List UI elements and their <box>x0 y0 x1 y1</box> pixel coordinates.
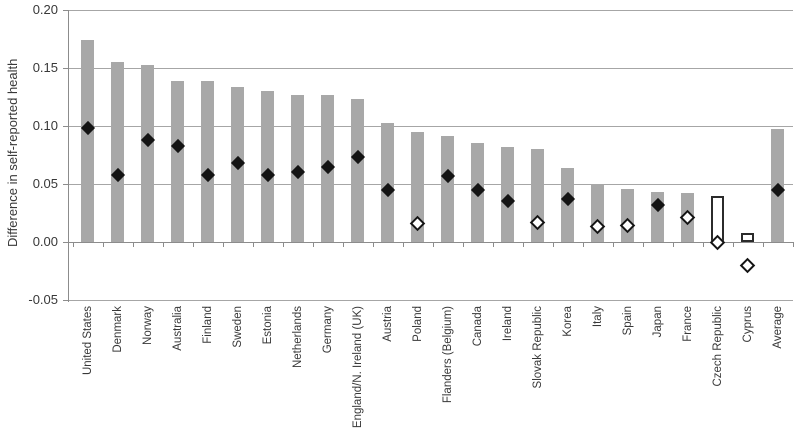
x-axis-category-label: Japan <box>651 306 664 338</box>
bar <box>141 64 154 242</box>
bar <box>381 122 394 242</box>
x-axis-tick <box>342 242 344 247</box>
gridline <box>68 126 793 127</box>
x-axis-tick <box>642 242 644 247</box>
x-axis-tick <box>192 242 194 247</box>
x-axis-tick <box>552 242 554 247</box>
x-axis-category-label: Flanders (Belgium) <box>441 306 454 404</box>
y-axis-tick <box>63 242 68 243</box>
bar <box>621 188 634 242</box>
x-axis-tick <box>612 242 614 247</box>
x-axis-category-label: England/N. Ireland (UK) <box>351 306 364 429</box>
x-axis-tick <box>672 242 674 247</box>
bar <box>81 40 94 242</box>
diamond-marker <box>739 257 756 273</box>
y-axis-tick-label: 0.05 <box>32 176 58 191</box>
x-axis-line <box>68 242 793 243</box>
x-axis-tick <box>252 242 254 247</box>
x-axis-category-label: Austria <box>381 306 394 342</box>
x-axis-category-label: Finland <box>201 306 214 344</box>
bar <box>411 131 424 242</box>
x-axis-category-label: United States <box>81 306 94 376</box>
x-axis-category-label: Slovak Republic <box>531 306 544 389</box>
bar <box>171 80 184 242</box>
x-axis-tick <box>732 242 734 247</box>
x-axis-category-label: Denmark <box>111 306 124 353</box>
y-axis-tick-label: 0.20 <box>32 2 58 17</box>
bar <box>111 62 124 242</box>
bar <box>741 232 754 242</box>
x-axis-tick <box>462 242 464 247</box>
x-axis-tick <box>432 242 434 247</box>
y-axis-tick <box>63 184 68 185</box>
x-axis-category-label: Canada <box>471 306 484 347</box>
x-axis-category-label: Estonia <box>261 306 274 345</box>
x-axis-tick <box>282 242 284 247</box>
x-axis-category-label: Norway <box>141 306 154 345</box>
x-axis-tick <box>102 242 104 247</box>
gridline <box>68 10 793 11</box>
x-axis-category-label: Average <box>771 306 784 349</box>
x-axis-tick <box>492 242 494 247</box>
y-axis-tick-label: 0.15 <box>32 60 58 75</box>
x-axis-tick <box>132 242 134 247</box>
y-axis-tick-label: 0.00 <box>32 234 58 249</box>
x-axis-tick <box>702 242 704 247</box>
y-axis-tick-label: -0.05 <box>28 292 58 307</box>
x-axis-tick <box>72 242 74 247</box>
x-axis-tick <box>792 242 794 247</box>
x-axis-category-label: France <box>681 306 694 342</box>
bar <box>441 136 454 242</box>
x-axis-tick <box>222 242 224 247</box>
gridline <box>68 184 793 185</box>
x-axis-category-label: Korea <box>561 306 574 337</box>
x-axis-tick <box>402 242 404 247</box>
x-axis-category-label: Italy <box>591 306 604 328</box>
x-axis-category-label: Sweden <box>231 306 244 348</box>
bar <box>351 99 364 242</box>
x-axis-tick <box>582 242 584 247</box>
bar <box>201 80 214 242</box>
x-axis-tick <box>522 242 524 247</box>
bar <box>261 91 274 242</box>
y-axis-line <box>68 10 69 302</box>
x-axis-tick <box>312 242 314 247</box>
x-axis-category-label: Netherlands <box>291 306 304 369</box>
x-axis-tick <box>372 242 374 247</box>
gridline <box>68 68 793 69</box>
x-axis-tick <box>762 242 764 247</box>
x-axis-category-label: Poland <box>411 306 424 342</box>
x-axis-category-label: Spain <box>621 306 634 336</box>
gridline <box>68 300 793 301</box>
x-axis-tick <box>162 242 164 247</box>
x-axis-category-label: Australia <box>171 306 184 351</box>
x-axis-category-label: Germany <box>321 306 334 354</box>
y-axis-tick <box>63 300 68 301</box>
x-axis-category-label: Czech Republic <box>711 306 724 387</box>
x-axis-category-label: Cyprus <box>741 306 754 343</box>
y-axis-tick <box>63 126 68 127</box>
y-axis-tick <box>63 10 68 11</box>
x-axis-category-label: Ireland <box>501 306 514 342</box>
y-axis-tick <box>63 68 68 69</box>
y-axis-tick-label: 0.10 <box>32 118 58 133</box>
